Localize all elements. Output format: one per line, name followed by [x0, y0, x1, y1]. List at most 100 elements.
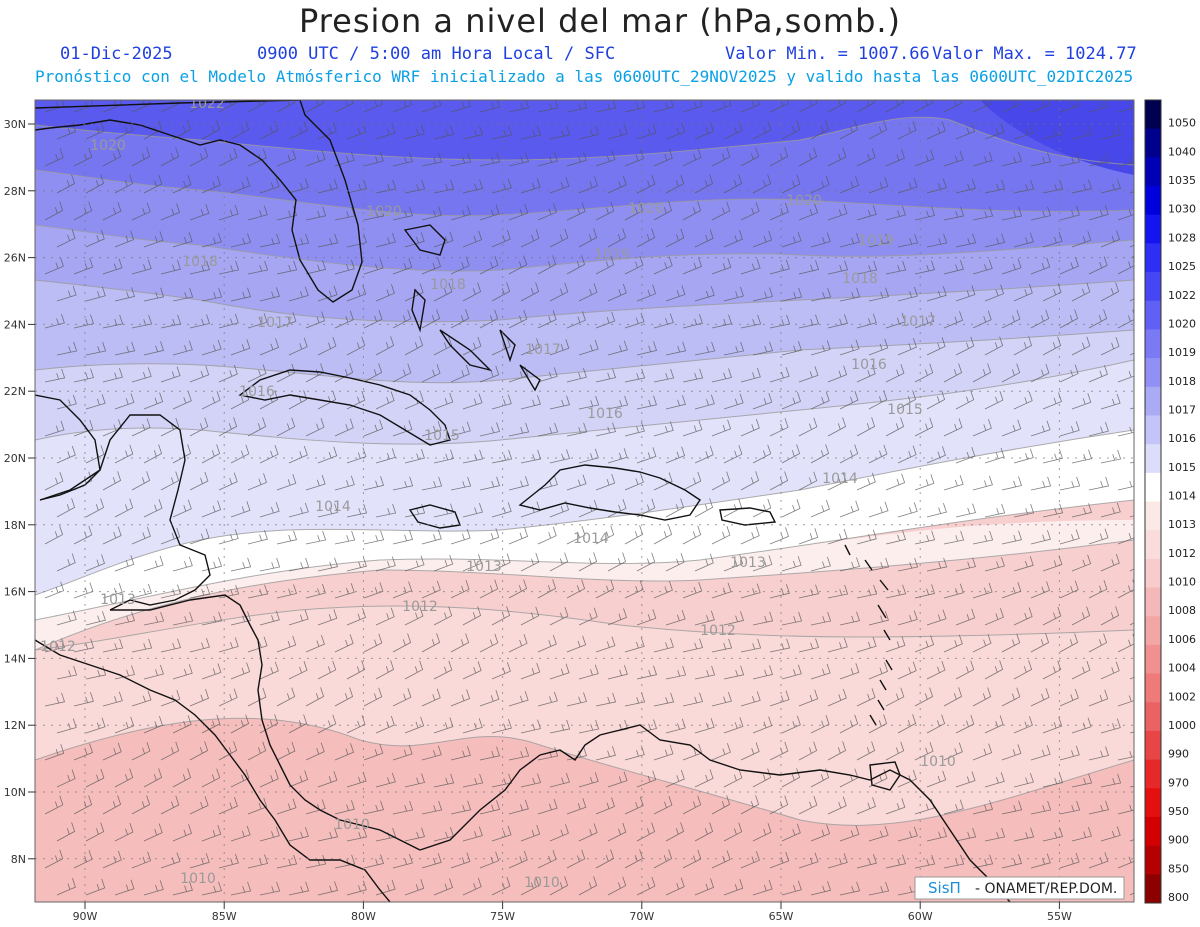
wind-barb — [520, 876, 540, 896]
wind-barb — [1059, 152, 1081, 167]
wind-barb — [520, 719, 542, 734]
wind-barb — [375, 556, 396, 572]
wind-barb — [1117, 690, 1134, 707]
wind-barb — [549, 552, 569, 572]
wind-barb — [189, 741, 209, 761]
wind-barb — [479, 100, 500, 113]
wind-barb — [1071, 179, 1093, 194]
wind-barb — [520, 449, 542, 464]
wind-barb — [218, 472, 238, 491]
wind-barb — [636, 341, 658, 356]
contour-label: 1012 — [40, 639, 76, 655]
wind-barb — [984, 336, 1004, 356]
wind-barb — [44, 313, 65, 329]
wind-barb — [462, 282, 482, 302]
wind-barb — [1001, 854, 1023, 869]
wind-barb — [856, 741, 876, 761]
wind-barb — [1088, 205, 1109, 221]
wind-barb — [305, 634, 325, 653]
wind-barb — [566, 151, 587, 167]
wind-barb — [711, 201, 731, 221]
wind-barb — [218, 364, 238, 383]
colorbar-swatch — [1145, 386, 1161, 416]
wind-barb — [897, 233, 919, 248]
wind-barb — [943, 475, 964, 491]
wind-barb — [578, 176, 598, 194]
wind-barb — [740, 583, 761, 599]
wind-barb — [363, 743, 384, 761]
wind-barb — [653, 581, 673, 599]
wind-barb — [131, 583, 152, 599]
wind-barb — [769, 202, 789, 221]
wind-barb — [595, 849, 615, 869]
wind-barb — [44, 201, 64, 221]
wind-barb — [508, 100, 530, 113]
wind-barb — [1042, 124, 1063, 140]
wind-barb — [856, 584, 878, 599]
colorbar-swatch — [1145, 759, 1161, 789]
wind-barb — [363, 800, 385, 815]
contour-label: 1016 — [239, 384, 275, 400]
wind-barb — [781, 341, 802, 356]
wind-barb — [508, 799, 529, 815]
wind-barb — [1100, 553, 1120, 572]
wind-barb — [972, 582, 993, 599]
lat-label: 26N — [4, 252, 26, 265]
wind-barb — [56, 229, 76, 248]
wind-barb — [259, 502, 280, 518]
wind-barb — [259, 557, 281, 572]
wind-barb — [653, 148, 673, 167]
wind-barb — [624, 692, 646, 707]
wind-barb — [885, 741, 905, 761]
wind-barb — [508, 476, 529, 491]
wind-barb — [114, 393, 135, 410]
wind-barb — [218, 417, 238, 437]
wind-barb — [317, 336, 337, 356]
wind-barb — [346, 660, 366, 680]
wind-barb — [491, 337, 511, 356]
wind-barb — [201, 611, 223, 626]
wind-barb — [1088, 309, 1108, 329]
wind-barb — [972, 634, 992, 653]
wind-barb — [885, 312, 906, 329]
lon-label: 85W — [212, 910, 237, 923]
wind-barb — [839, 287, 861, 302]
wind-barb — [56, 553, 76, 572]
wind-barb — [972, 259, 993, 275]
wind-barb — [578, 876, 598, 896]
wind-barb — [143, 287, 165, 302]
wind-barb — [839, 444, 859, 464]
wind-barb — [723, 174, 743, 194]
wind-barb — [740, 202, 760, 221]
wind-barb — [114, 498, 134, 518]
wind-barb — [972, 687, 992, 707]
wind-barb — [711, 314, 733, 329]
wind-barb — [131, 259, 152, 275]
wind-barb — [740, 147, 760, 167]
wind-barb — [624, 255, 644, 275]
wind-barb — [346, 179, 368, 194]
wind-barb — [259, 287, 280, 302]
wind-barb — [839, 176, 859, 194]
wind-barb — [624, 312, 645, 329]
wind-barb — [566, 525, 586, 545]
colorbar-label: 1018 — [1168, 375, 1196, 388]
wind-barb — [624, 525, 644, 545]
wind-barb — [897, 661, 917, 680]
wind-barb — [259, 445, 279, 464]
wind-barb — [897, 337, 917, 356]
wind-barb — [346, 827, 368, 842]
wind-barb — [1013, 123, 1034, 140]
wind-barb — [607, 395, 629, 410]
colorbar-swatch — [1145, 243, 1161, 273]
wind-barb — [810, 611, 832, 626]
wind-barb — [769, 471, 789, 491]
wind-barb — [752, 230, 773, 248]
wind-barb — [375, 284, 395, 302]
wind-barb — [1117, 204, 1134, 221]
colorbar-label: 1022 — [1168, 289, 1196, 302]
wind-barb — [1100, 337, 1120, 356]
wind-barb — [201, 768, 221, 788]
wind-barb — [984, 123, 1005, 140]
